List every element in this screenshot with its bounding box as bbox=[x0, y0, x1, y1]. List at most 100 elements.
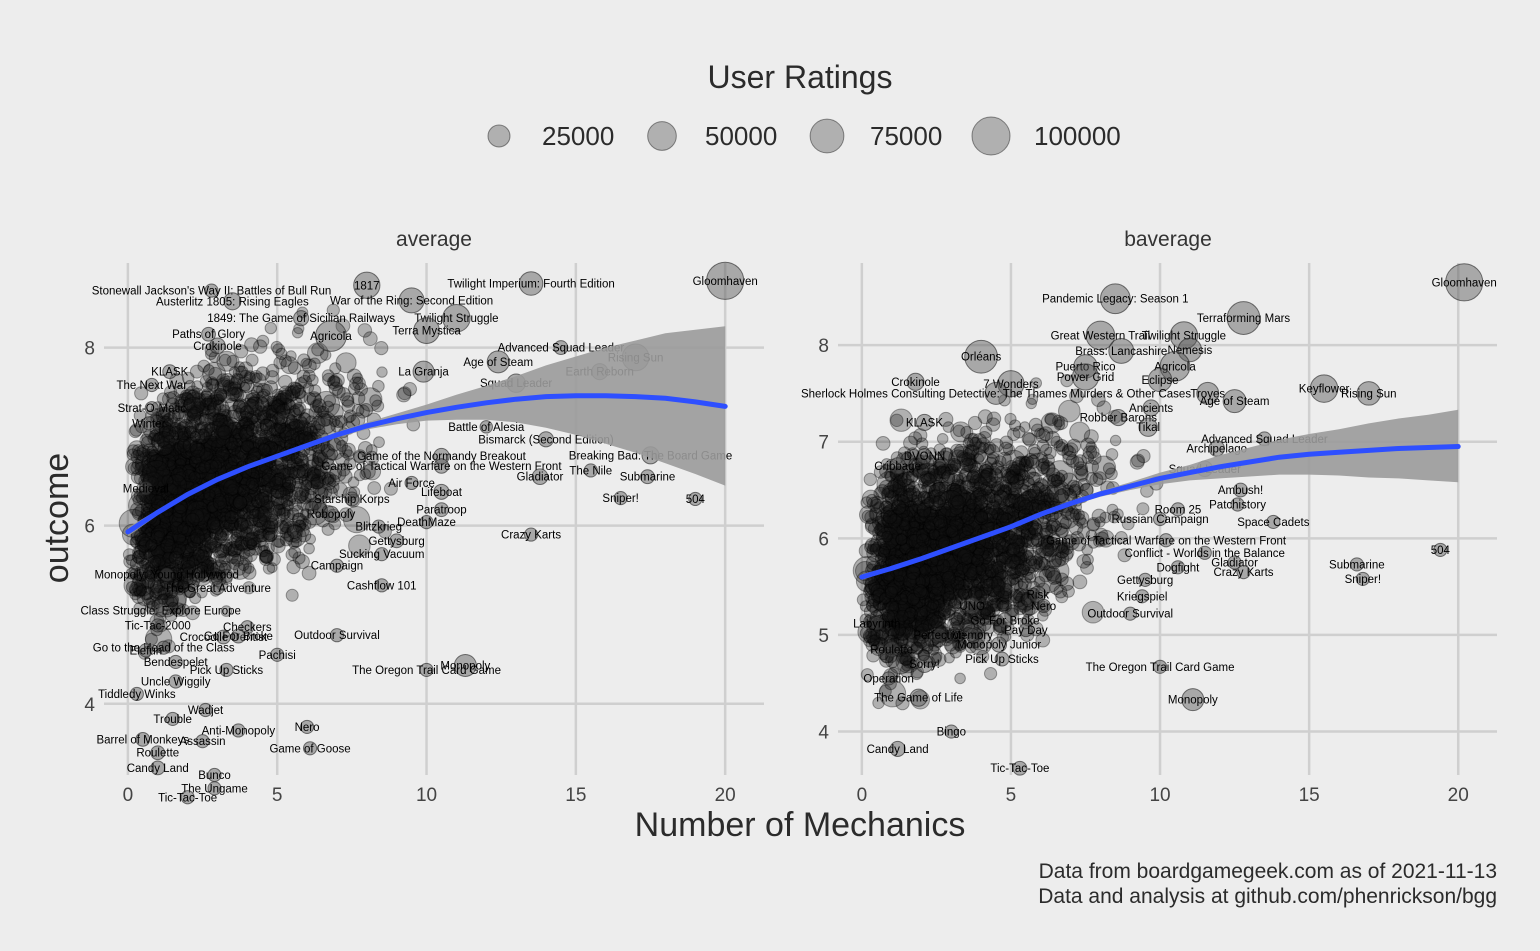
data-point bbox=[308, 405, 323, 420]
data-point bbox=[191, 493, 203, 505]
data-point bbox=[190, 507, 204, 520]
data-point bbox=[190, 509, 202, 522]
data-point bbox=[174, 516, 189, 531]
data-point bbox=[152, 465, 166, 480]
data-point bbox=[206, 537, 222, 553]
point-label: Uncle Wiggily bbox=[141, 677, 211, 689]
data-point bbox=[191, 392, 207, 407]
data-point bbox=[149, 464, 163, 478]
data-point bbox=[303, 542, 315, 555]
data-point bbox=[259, 465, 272, 479]
data-point bbox=[299, 463, 313, 477]
data-point bbox=[202, 381, 213, 393]
data-point bbox=[249, 490, 261, 502]
data-point bbox=[278, 374, 293, 390]
data-point bbox=[164, 442, 180, 458]
data-point bbox=[343, 505, 371, 534]
data-point bbox=[210, 393, 223, 406]
data-point bbox=[170, 485, 183, 497]
data-point bbox=[148, 489, 162, 503]
data-point bbox=[154, 492, 168, 506]
data-point bbox=[256, 382, 271, 398]
x-tick-label: 15 bbox=[1299, 785, 1320, 806]
data-point bbox=[157, 511, 170, 524]
data-point bbox=[160, 450, 176, 465]
data-point bbox=[232, 475, 245, 489]
data-point bbox=[206, 566, 220, 580]
data-point bbox=[279, 520, 292, 533]
data-point bbox=[175, 458, 187, 470]
data-point bbox=[269, 432, 284, 448]
data-point bbox=[243, 372, 257, 385]
data-point bbox=[286, 507, 300, 521]
data-point bbox=[374, 341, 389, 356]
point-label: KLASK bbox=[151, 367, 188, 379]
data-point bbox=[153, 485, 164, 496]
data-point bbox=[163, 440, 175, 452]
data-point bbox=[148, 555, 162, 569]
data-point bbox=[236, 501, 248, 513]
data-point bbox=[373, 436, 385, 449]
data-point bbox=[164, 468, 178, 481]
data-point bbox=[249, 438, 263, 452]
data-point bbox=[266, 407, 279, 420]
data-point bbox=[183, 533, 199, 549]
data-point bbox=[135, 451, 161, 477]
data-point bbox=[186, 506, 199, 519]
data-point bbox=[211, 510, 226, 524]
data-point bbox=[347, 382, 361, 396]
data-point bbox=[239, 444, 252, 457]
data-point bbox=[186, 520, 202, 536]
data-point bbox=[135, 577, 150, 592]
data-point bbox=[208, 540, 222, 554]
data-point bbox=[319, 462, 332, 475]
point-label: Tiddledy Winks bbox=[98, 689, 176, 701]
data-point bbox=[225, 424, 239, 438]
data-point bbox=[272, 343, 286, 357]
data-point bbox=[234, 344, 249, 359]
data-point bbox=[206, 496, 222, 512]
data-point bbox=[131, 458, 144, 471]
data-point bbox=[273, 390, 289, 406]
data-point bbox=[175, 506, 189, 519]
data-point bbox=[223, 487, 238, 502]
data-point bbox=[189, 522, 203, 537]
data-point bbox=[320, 443, 335, 458]
data-point bbox=[180, 445, 196, 460]
data-point bbox=[176, 465, 198, 487]
data-point bbox=[171, 448, 186, 462]
data-point bbox=[163, 586, 188, 610]
data-point bbox=[184, 510, 196, 522]
data-point bbox=[212, 543, 228, 559]
data-point bbox=[294, 388, 306, 400]
data-point bbox=[292, 425, 305, 437]
data-point bbox=[246, 532, 259, 544]
data-point bbox=[311, 457, 324, 471]
data-point bbox=[228, 517, 240, 529]
data-point bbox=[232, 472, 247, 488]
data-point bbox=[263, 526, 278, 542]
data-point bbox=[227, 447, 241, 461]
data-point bbox=[126, 444, 141, 459]
data-point bbox=[259, 495, 274, 510]
data-point bbox=[234, 422, 248, 436]
data-point bbox=[144, 497, 156, 509]
point-label: Tic-Tac-Toe bbox=[158, 792, 217, 804]
data-point bbox=[173, 445, 188, 460]
data-point bbox=[245, 396, 265, 416]
point-label: Agricola bbox=[310, 331, 352, 343]
data-point bbox=[199, 489, 211, 502]
data-point bbox=[139, 459, 155, 475]
data-point bbox=[317, 405, 330, 418]
data-point bbox=[133, 602, 147, 615]
data-point bbox=[296, 464, 311, 479]
data-point bbox=[179, 451, 191, 464]
data-point bbox=[291, 476, 304, 489]
data-point bbox=[263, 531, 276, 543]
data-point bbox=[135, 420, 148, 434]
data-point bbox=[184, 513, 213, 543]
data-point bbox=[246, 472, 260, 486]
data-point bbox=[245, 424, 259, 437]
